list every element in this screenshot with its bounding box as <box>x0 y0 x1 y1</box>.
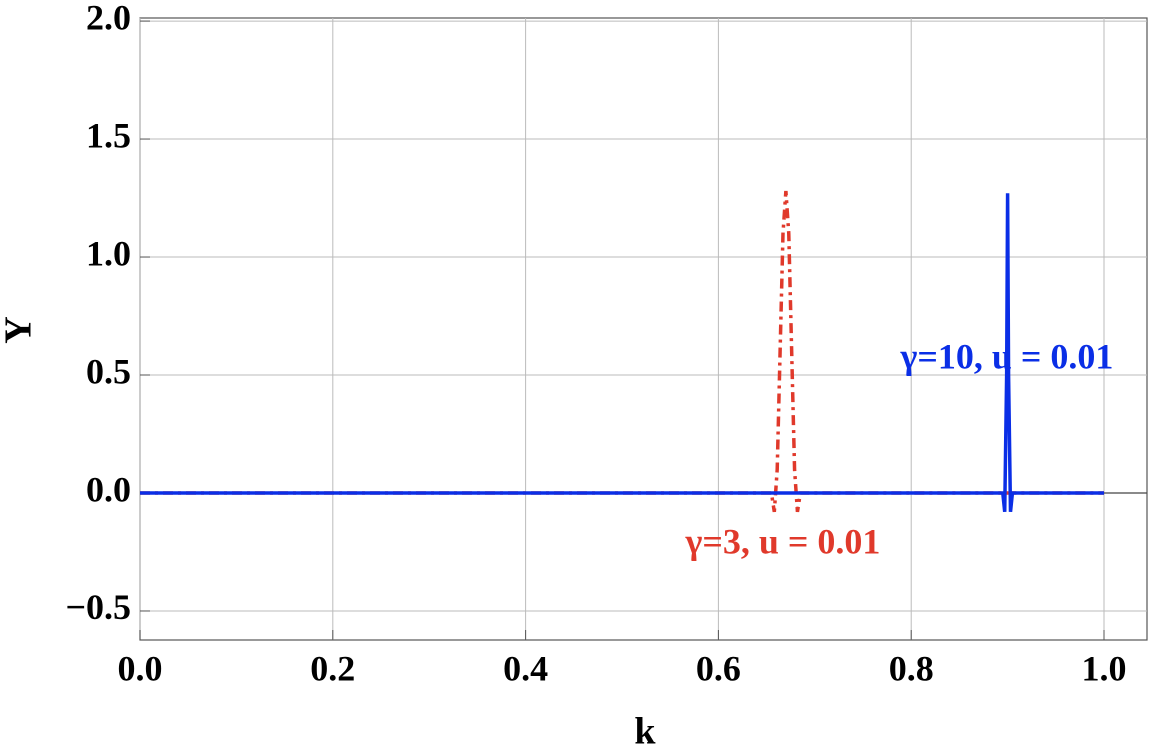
y-tick-label: 1.0 <box>86 233 131 273</box>
plot-frame <box>139 17 1148 641</box>
annotation: γ=10, u = 0.01 <box>900 336 1114 376</box>
y-tick-label: 0.0 <box>86 469 131 509</box>
x-tick-label: 0.0 <box>118 648 163 688</box>
x-tick-label: 1.0 <box>1082 648 1127 688</box>
x-tick-label: 0.2 <box>310 648 355 688</box>
y-tick-label: 2.0 <box>86 0 131 37</box>
x-tick-label: 0.8 <box>889 648 934 688</box>
x-axis-label: k <box>634 711 656 752</box>
y-tick-label: 1.5 <box>86 115 131 155</box>
x-tick-label: 0.4 <box>503 648 548 688</box>
line-series <box>140 193 1105 513</box>
annotation: γ=3, u = 0.01 <box>685 521 881 561</box>
y-tick-label: −0.5 <box>65 587 131 627</box>
y-tick-label: 0.5 <box>86 351 131 391</box>
x-tick-label: 0.6 <box>696 648 741 688</box>
y-axis-label: Υ <box>0 316 40 343</box>
line-series <box>140 190 1105 513</box>
